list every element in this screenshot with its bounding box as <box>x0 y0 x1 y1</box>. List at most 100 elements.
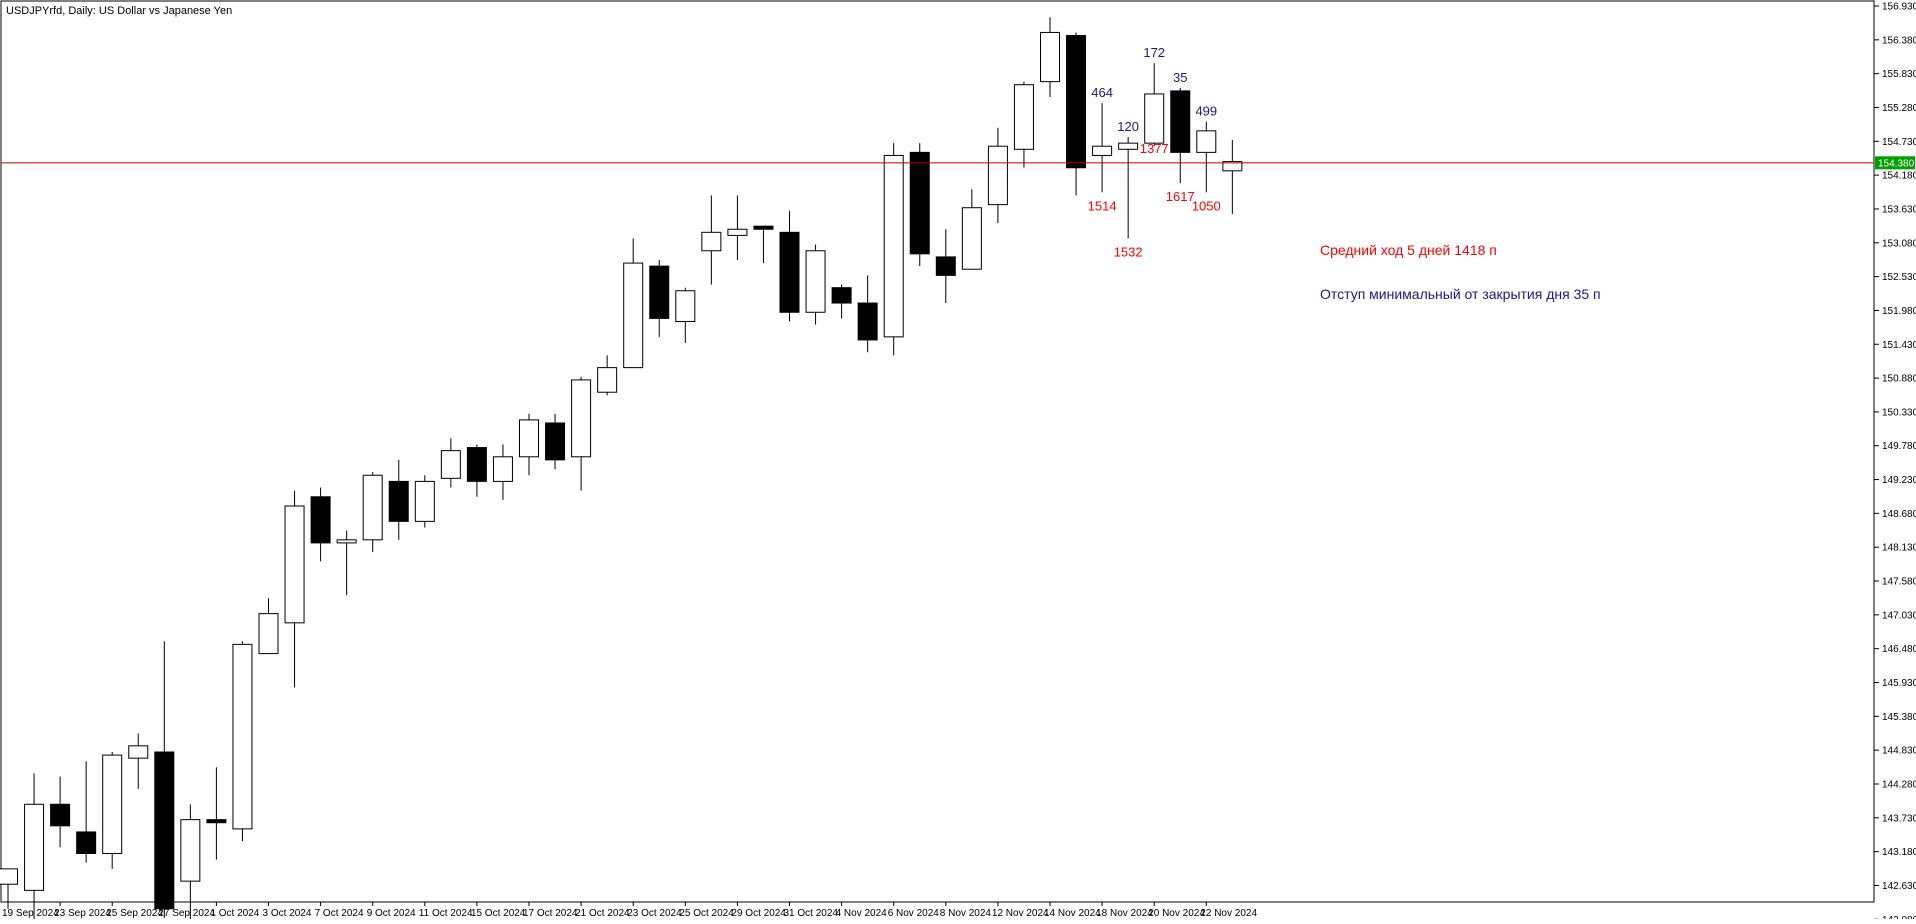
candle <box>310 487 331 562</box>
candle <box>1144 63 1165 147</box>
candle <box>492 444 513 500</box>
y-tick-label: 144.830 <box>1882 746 1916 757</box>
candle <box>466 444 487 497</box>
candle <box>519 413 539 476</box>
y-tick-label: 143.730 <box>1882 813 1916 824</box>
candle <box>258 598 279 655</box>
candle-body <box>519 419 539 458</box>
candle-body <box>310 496 331 544</box>
y-tick-label: 150.880 <box>1882 374 1916 385</box>
candle <box>154 641 175 919</box>
y-tick-label: 148.680 <box>1882 509 1916 520</box>
chart-title: USDJPYrfd, Daily: US Dollar vs Japanese … <box>6 5 232 17</box>
x-tick-label: 27 Sep 2024 <box>158 908 215 919</box>
y-tick-label: 150.330 <box>1882 407 1916 418</box>
candle <box>935 229 956 304</box>
candle <box>1040 17 1060 98</box>
candle <box>102 751 123 869</box>
candle <box>284 490 305 688</box>
y-tick-label: 151.430 <box>1882 340 1916 351</box>
y-tick-label: 152.530 <box>1882 272 1916 283</box>
candle-body <box>883 154 904 338</box>
candle <box>727 195 748 260</box>
candle-body <box>206 819 227 824</box>
annotation-label: 1377 <box>1140 141 1169 156</box>
candle <box>857 275 878 353</box>
candle-body <box>1144 93 1165 144</box>
x-tick-label: 18 Nov 2024 <box>1096 908 1153 919</box>
candle-body <box>258 613 279 655</box>
candle <box>961 189 982 270</box>
y-tick-label: 154.730 <box>1882 137 1916 148</box>
candle <box>571 376 592 491</box>
price-tag-label: 154.380 <box>1878 158 1915 169</box>
y-tick-label: 155.830 <box>1882 69 1916 80</box>
candle <box>623 238 644 369</box>
candle-body <box>935 256 956 276</box>
candle <box>831 284 852 319</box>
y-tick-label: 156.380 <box>1882 35 1916 46</box>
y-tick-label: 147.030 <box>1882 610 1916 621</box>
x-tick-label: 12 Nov 2024 <box>992 908 1049 919</box>
y-axis: 156.930 156.380 155.830 155.280 154.730 154.1… <box>1874 2 1916 924</box>
candle <box>232 641 253 842</box>
candle <box>753 225 774 264</box>
annotation-label: 1532 <box>1114 244 1143 259</box>
annotation-label: 1514 <box>1088 198 1117 213</box>
x-tick-label: 6 Nov 2024 <box>888 908 940 919</box>
candle-body <box>466 447 487 482</box>
candle-body <box>414 480 435 522</box>
candle <box>206 767 227 860</box>
candle-body <box>649 265 670 319</box>
candle-body <box>440 450 461 479</box>
candle-body <box>1222 161 1243 172</box>
candle-body <box>753 225 774 230</box>
candle-body <box>1040 31 1060 83</box>
candle-body <box>545 422 566 461</box>
candle <box>779 210 800 322</box>
candle-body <box>492 456 513 482</box>
candle <box>76 761 97 863</box>
y-tick-label: 153.630 <box>1882 204 1916 215</box>
candles-layer <box>0 17 1243 924</box>
candle-body <box>388 480 409 522</box>
candle-body <box>1170 90 1191 153</box>
candle <box>1222 140 1243 214</box>
candle <box>909 143 930 267</box>
x-tick-label: 25 Sep 2024 <box>106 908 163 919</box>
candle-body <box>623 262 644 369</box>
candle-body <box>336 539 357 544</box>
x-tick-label: 7 Oct 2024 <box>315 908 364 919</box>
y-tick-label: 145.930 <box>1882 678 1916 689</box>
candle-body <box>24 803 45 891</box>
candle-body <box>1118 142 1139 150</box>
y-tick-label: 149.230 <box>1882 475 1916 486</box>
candle-body <box>1013 84 1034 150</box>
x-tick-label: 1 Oct 2024 <box>210 908 259 919</box>
x-tick-label: 15 Oct 2024 <box>471 908 526 919</box>
candle <box>805 244 826 325</box>
candle-body <box>284 505 305 624</box>
y-tick-label: 151.980 <box>1882 306 1916 317</box>
candle-body <box>180 819 201 882</box>
candle-body <box>597 367 618 393</box>
candle <box>1013 81 1034 168</box>
y-tick-label: 149.780 <box>1882 441 1916 452</box>
x-tick-label: 23 Oct 2024 <box>627 908 682 919</box>
candle <box>701 195 722 285</box>
x-tick-label: 14 Nov 2024 <box>1044 908 1101 919</box>
candle-body <box>128 745 149 759</box>
candle <box>388 459 409 540</box>
x-tick-label: 17 Oct 2024 <box>523 908 578 919</box>
candle <box>50 776 71 848</box>
y-tick-label: 148.130 <box>1882 543 1916 554</box>
x-tick-label: 29 Oct 2024 <box>731 908 786 919</box>
candle-body <box>76 831 97 854</box>
x-tick-label: 25 Oct 2024 <box>679 908 734 919</box>
x-tick-label: 21 Oct 2024 <box>575 908 630 919</box>
candle <box>1196 121 1217 193</box>
candle-body <box>857 302 878 341</box>
candle <box>440 438 461 488</box>
